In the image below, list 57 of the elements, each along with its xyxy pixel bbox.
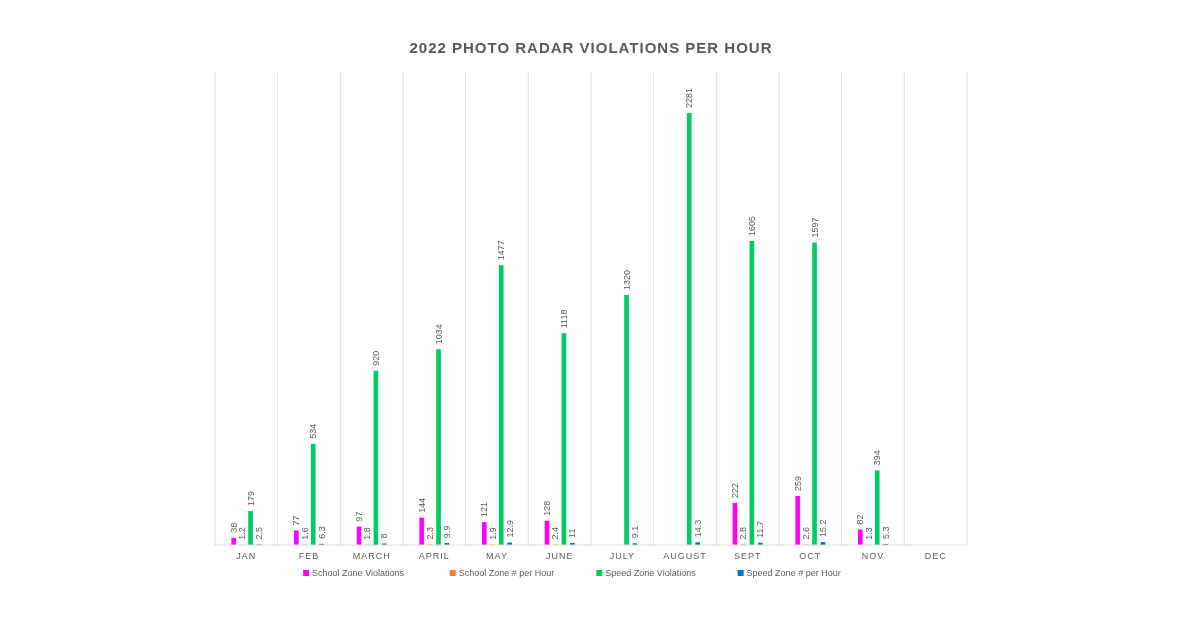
data-label: 259 (792, 475, 803, 491)
x-tick-label: NOV (861, 551, 885, 561)
x-tick-label: FEB (298, 551, 320, 561)
x-tick-label: MAY (486, 551, 508, 561)
data-label: 1.6 (299, 527, 310, 540)
data-label: 1.9 (487, 527, 498, 540)
x-tick-label: JAN (236, 551, 257, 561)
data-label: 2.8 (738, 526, 749, 540)
data-label: 14.3 (692, 519, 703, 538)
legend-label: School Zone Violations (312, 568, 405, 578)
data-label: 1320 (621, 269, 632, 290)
data-label: 2.4 (550, 527, 561, 540)
data-label: 6.3 (316, 526, 327, 539)
x-tick-label: AUGUST (663, 551, 707, 561)
data-label: 2281 (684, 87, 695, 108)
data-label: 1.2 (237, 527, 248, 540)
x-tick-label: OCT (799, 551, 822, 561)
data-label: 5.3 (880, 526, 891, 539)
data-label: 9.9 (442, 525, 453, 539)
data-label: 121 (479, 502, 490, 518)
data-label: 128 (541, 500, 552, 516)
data-label: 1118 (558, 309, 569, 329)
x-tick-label: SEPT (733, 551, 762, 561)
data-label: 1477 (496, 240, 507, 261)
x-tick-label: JULY (609, 551, 636, 561)
data-label: 77 (291, 515, 302, 526)
data-label: 11.7 (755, 520, 766, 538)
legend-label: Speed Zone Violations (605, 568, 697, 578)
data-label: 179 (245, 491, 256, 507)
legend-label: School Zone # per Hour (458, 568, 555, 578)
x-tick-label: APRIL (418, 551, 450, 561)
data-label: 1605 (746, 216, 757, 237)
data-label: 38 (228, 522, 239, 533)
chart-title: 2022 PHOTO RADAR VIOLATIONS PER HOUR (409, 39, 773, 56)
data-label: 1597 (809, 217, 820, 238)
data-label: 15.2 (818, 519, 829, 538)
data-label: 394 (872, 450, 883, 466)
data-label: 1.8 (362, 527, 373, 540)
data-label: 920 (370, 350, 381, 366)
x-tick-label: DEC (924, 551, 947, 561)
data-label: 97 (353, 511, 364, 522)
data-label: 534 (308, 423, 319, 439)
data-label: 11 (567, 528, 578, 538)
data-label: 2.6 (801, 526, 812, 540)
data-label: 2.5 (254, 527, 265, 540)
data-label: 144 (416, 497, 427, 513)
data-label: 1034 (433, 324, 444, 345)
x-tick-label: MARCH (352, 551, 391, 561)
legend-label: Speed Zone # per Hour (746, 568, 841, 578)
data-label: 222 (729, 482, 740, 498)
x-tick-label: JUNE (545, 551, 574, 561)
data-label: 9.1 (630, 525, 641, 539)
data-label: 1.3 (863, 527, 874, 540)
data-label: 8 (379, 533, 390, 539)
data-label: 2.3 (425, 527, 436, 540)
data-label: 82 (855, 514, 866, 525)
data-label: 12.9 (504, 520, 515, 538)
